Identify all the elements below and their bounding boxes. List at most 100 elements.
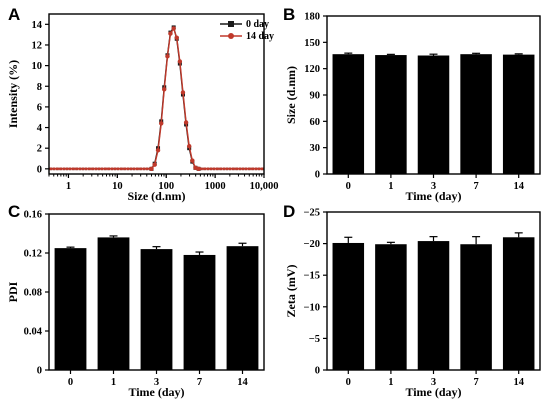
x-tick-label: 10 xyxy=(112,181,123,192)
baseline-point xyxy=(235,167,238,171)
y-tick-label: 2 xyxy=(37,144,42,155)
x-tick-label: 1000 xyxy=(205,181,226,192)
x-tick-label: 3 xyxy=(431,377,436,388)
baseline-point xyxy=(145,167,149,171)
y-axis-title: Intensity (%) xyxy=(6,60,20,128)
y-tick-label: 12 xyxy=(32,40,43,51)
y-tick-label: 60 xyxy=(310,117,321,128)
data-point xyxy=(180,90,186,95)
data-point xyxy=(183,120,189,125)
legend-marker xyxy=(228,21,234,27)
panel-c-frame xyxy=(48,213,265,371)
data-point xyxy=(174,35,179,40)
x-tick-label: 0 xyxy=(346,181,351,192)
y-tick-label: 10 xyxy=(32,61,43,72)
baseline-point xyxy=(136,167,139,171)
x-tick-label: 1 xyxy=(111,377,116,388)
baseline-point xyxy=(49,167,53,171)
baseline-point xyxy=(148,167,152,171)
panel-a-frame xyxy=(48,13,265,175)
y-tick-label: 90 xyxy=(310,91,321,102)
x-tick-label: 100 xyxy=(158,181,174,192)
x-tick-label: 3 xyxy=(431,181,436,192)
data-point xyxy=(162,87,167,92)
y-tick-label: 0.12 xyxy=(24,249,42,260)
baseline-point xyxy=(225,167,229,171)
y-tick-label: −15 xyxy=(304,271,320,282)
x-tick-label: 7 xyxy=(473,377,478,388)
data-point xyxy=(177,59,183,64)
bar xyxy=(460,244,492,370)
y-tick-label: 8 xyxy=(37,82,42,93)
y-tick-label: 0 xyxy=(37,164,42,175)
baseline-point xyxy=(81,167,85,171)
data-point xyxy=(168,31,173,36)
data-point xyxy=(159,121,164,126)
panel-letter-a: A xyxy=(8,5,20,24)
y-tick-label: 4 xyxy=(37,123,43,134)
panel-letter-c: C xyxy=(8,202,20,221)
bar xyxy=(97,237,130,370)
baseline-point xyxy=(107,167,110,171)
bar xyxy=(332,242,365,370)
baseline-point xyxy=(97,167,101,171)
bar xyxy=(375,244,407,370)
y-tick-label: 30 xyxy=(310,143,321,154)
baseline-point xyxy=(257,167,261,171)
baseline-point xyxy=(126,167,130,171)
baseline-point xyxy=(200,167,203,171)
y-tick-label: 6 xyxy=(37,102,42,113)
panel-b-frame xyxy=(326,15,541,175)
baseline-point xyxy=(52,167,56,171)
x-tick-label: 1 xyxy=(66,181,71,192)
y-tick-label: 0.04 xyxy=(24,327,43,338)
bar xyxy=(226,246,259,370)
panel-b-bar-chart: 0 30 60 90 120 150 180 0 1 3 7 14 Time (day) Size (d.… xyxy=(284,12,541,203)
data-point xyxy=(186,143,192,149)
bar xyxy=(502,54,535,174)
data-point xyxy=(155,148,161,153)
bar xyxy=(417,55,450,174)
baseline-point xyxy=(113,167,117,171)
baseline-point xyxy=(254,167,258,171)
data-point xyxy=(190,158,195,163)
bar xyxy=(375,55,407,174)
baseline-point xyxy=(120,167,123,171)
baseline-point xyxy=(100,167,104,171)
x-tick-label: 0 xyxy=(68,377,73,388)
x-tick-label: 0 xyxy=(346,377,351,388)
baseline-point xyxy=(209,167,213,171)
baseline-point xyxy=(212,167,216,171)
baseline-point xyxy=(91,167,94,171)
baseline-point xyxy=(123,167,126,171)
baseline-point xyxy=(104,167,107,171)
bar xyxy=(183,254,216,370)
x-tick-label: 7 xyxy=(197,377,202,388)
baseline-point xyxy=(84,167,88,171)
legend-marker xyxy=(228,33,234,39)
baseline-point xyxy=(232,167,235,171)
baseline-point xyxy=(241,167,245,171)
panel-letter-d: D xyxy=(283,202,295,221)
baseline-point xyxy=(219,167,222,171)
baseline-point xyxy=(216,167,219,171)
y-tick-label: 0 xyxy=(37,366,42,377)
data-point xyxy=(196,166,201,172)
y-tick-label: 0.08 xyxy=(24,288,42,299)
x-axis-title: Size (d.nm) xyxy=(128,189,186,203)
baseline-point xyxy=(78,167,82,171)
baseline-point xyxy=(65,167,69,171)
data-point xyxy=(171,26,176,31)
baseline-point xyxy=(228,167,232,171)
x-tick-label: 1 xyxy=(388,377,393,388)
baseline-point xyxy=(206,167,210,171)
bar xyxy=(502,237,535,370)
x-tick-label: 3 xyxy=(154,377,159,388)
baseline-point xyxy=(129,167,133,171)
panel-d-frame xyxy=(326,211,541,371)
data-point xyxy=(165,54,170,59)
baseline-point xyxy=(110,167,114,171)
baseline-point xyxy=(116,167,120,171)
y-tick-label: 180 xyxy=(304,12,320,23)
